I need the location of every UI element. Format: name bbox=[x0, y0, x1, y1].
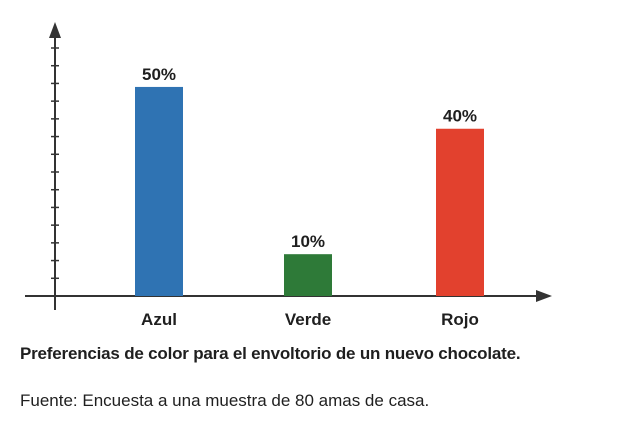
category-label-azul: Azul bbox=[141, 310, 177, 329]
data-label-azul: 50% bbox=[142, 65, 176, 84]
data-label-verde: 10% bbox=[291, 232, 325, 251]
bar-chart: 50% Azul 10% Verde 40% Rojo bbox=[25, 22, 552, 329]
bar-verde bbox=[284, 254, 332, 296]
bar-azul bbox=[135, 86, 183, 296]
data-label-rojo: 40% bbox=[443, 107, 477, 126]
bar-rojo bbox=[436, 128, 484, 296]
chart-source: Fuente: Encuesta a una muestra de 80 ama… bbox=[20, 391, 430, 410]
chart-bars: 50% Azul 10% Verde 40% Rojo bbox=[135, 65, 484, 329]
x-axis-arrow-icon bbox=[536, 290, 552, 302]
category-label-verde: Verde bbox=[285, 310, 331, 329]
y-axis-arrow-icon bbox=[49, 22, 61, 38]
chart-caption: Preferencias de color para el envoltorio… bbox=[20, 344, 521, 363]
category-label-rojo: Rojo bbox=[441, 310, 479, 329]
